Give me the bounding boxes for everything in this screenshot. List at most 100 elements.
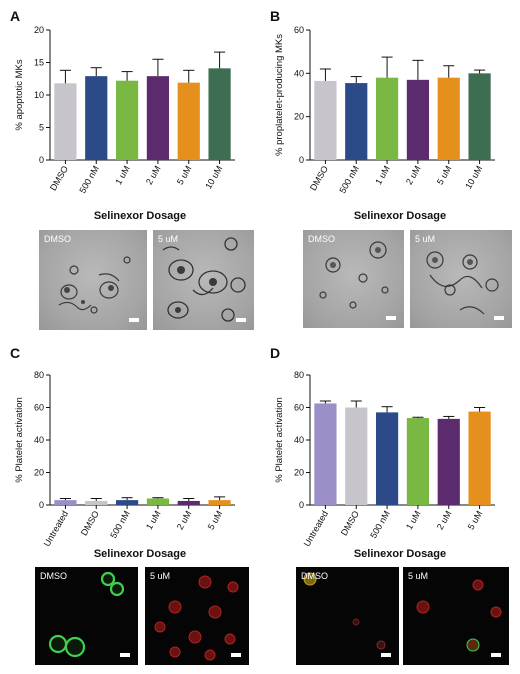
y-axis-label: % apoptotic MKs [14,59,25,131]
micrograph-a-dmso: DMSO [39,230,147,330]
x-tick-label: 500 nM [368,509,392,540]
y-tick-label: 20 [294,468,304,478]
y-tick-label: 20 [294,112,304,122]
dosage-title-d: Selinexor Dosage [353,548,447,560]
y-tick-label: 0 [39,500,44,510]
y-tick-label: 80 [294,370,304,380]
x-tick-label: 10 uM [203,164,224,191]
bar [146,498,170,505]
bar [208,500,231,505]
bar [375,412,399,505]
panel-letter-d: D [270,345,281,361]
bar [115,80,139,160]
bar [345,407,368,505]
brightfield-micrograph-icon [58,256,131,314]
y-tick-label: 60 [294,25,304,35]
micrograph-d-dmso: DMSO [296,567,399,665]
brightfield-micrograph-icon [319,241,389,309]
micrograph-label: DMSO [308,234,335,244]
bar [345,83,368,160]
bar-chart-platelet-activation-c: 0 20 40 60 80 % Platelet activation Untreated D… [14,370,235,548]
bar [208,68,231,160]
bar [437,418,460,505]
y-tick-label: 80 [34,370,44,380]
x-tick-label: DMSO [79,509,101,537]
x-tick-label: Untreated [42,509,70,548]
y-tick-label: 40 [294,68,304,78]
y-tick-label: 40 [294,435,304,445]
dosage-title-b: Selinexor Dosage [353,210,447,222]
micrograph-b-dmso: DMSO [303,230,404,328]
scale-bar [494,316,504,320]
y-tick-label: 20 [34,468,44,478]
y-tick-label: 20 [34,25,44,35]
bar [406,418,430,505]
bar [115,500,139,505]
dosage-title-a: Selinexor Dosage [93,210,187,222]
y-axis-label: % Platelet activation [274,397,285,483]
x-tick-label: 10 uM [463,164,484,191]
x-tick-label: 1 uM [113,164,132,186]
bar [146,76,170,160]
scale-bar [129,318,139,322]
y-tick-label: 15 [34,58,44,68]
scale-bar [386,316,396,320]
bar [85,500,108,505]
x-tick-label: 1 uM [373,164,392,186]
x-tick-label: Untreated [302,509,330,548]
x-tick-label: 5 uM [435,164,454,186]
bar [437,77,460,160]
bar-chart-proplatelet-producing-mks: 0 20 40 60 % proplatelet-producing MKs DMSO 50… [274,25,495,195]
micrograph-c-5um: 5 uM [145,567,249,665]
micrograph-label: 5 uM [415,234,436,244]
y-tick-label: 0 [39,155,44,165]
bar [468,411,491,505]
dosage-title-c: Selinexor Dosage [93,548,187,560]
micrograph-label: DMSO [40,571,67,581]
x-tick-label: DMSO [48,164,70,192]
bar [177,500,200,505]
brightfield-micrograph-icon [162,237,246,322]
brightfield-micrograph-icon [426,251,499,315]
panel-letter-a: A [10,8,21,24]
x-tick-label: DMSO [308,164,330,192]
fluorescence-micrograph-icon [48,571,125,658]
x-tick-label: 500 nM [108,509,132,540]
bar [314,80,337,160]
bar [468,73,491,160]
bar [314,403,337,505]
fluorescence-micrograph-icon [303,572,386,650]
scale-bar [236,318,246,322]
micrograph-d-5um: 5 uM [403,567,509,665]
bar [375,77,399,160]
fluorescence-micrograph-icon [154,575,239,661]
y-tick-label: 10 [34,90,44,100]
scale-bar [381,653,391,657]
bar [54,83,77,160]
micrograph-label: 5 uM [408,571,429,581]
y-axis-label: % proplatelet-producing MKs [274,34,285,156]
scale-bar [231,653,241,657]
x-tick-label: 5 uM [206,509,225,531]
x-tick-label: DMSO [339,509,361,537]
scale-bar [120,653,130,657]
bar-chart-apoptotic-mks: 0 5 10 15 20 % apoptotic MKs DMSO 500 nM 1 uM 2 u… [14,25,235,195]
panel-letter-b: B [270,8,281,24]
y-axis-label: % Platelet activation [14,397,25,483]
x-tick-label: 1 uM [404,509,423,531]
x-tick-label: 500 nM [77,164,101,195]
bar [85,76,108,160]
x-tick-label: 2 uM [404,164,423,186]
micrograph-label: DMSO [44,234,71,244]
y-tick-label: 40 [34,435,44,445]
micrograph-a-5um: 5 uM [153,230,254,330]
y-tick-label: 60 [34,403,44,413]
panel-letter-c: C [10,345,21,361]
bar [177,82,200,160]
scale-bar [491,653,501,657]
y-tick-label: 5 [39,123,44,133]
x-tick-label: 500 nM [337,164,361,195]
micrograph-label: 5 uM [150,571,171,581]
micrograph-label: 5 uM [158,234,179,244]
fluorescence-micrograph-icon [416,579,502,652]
